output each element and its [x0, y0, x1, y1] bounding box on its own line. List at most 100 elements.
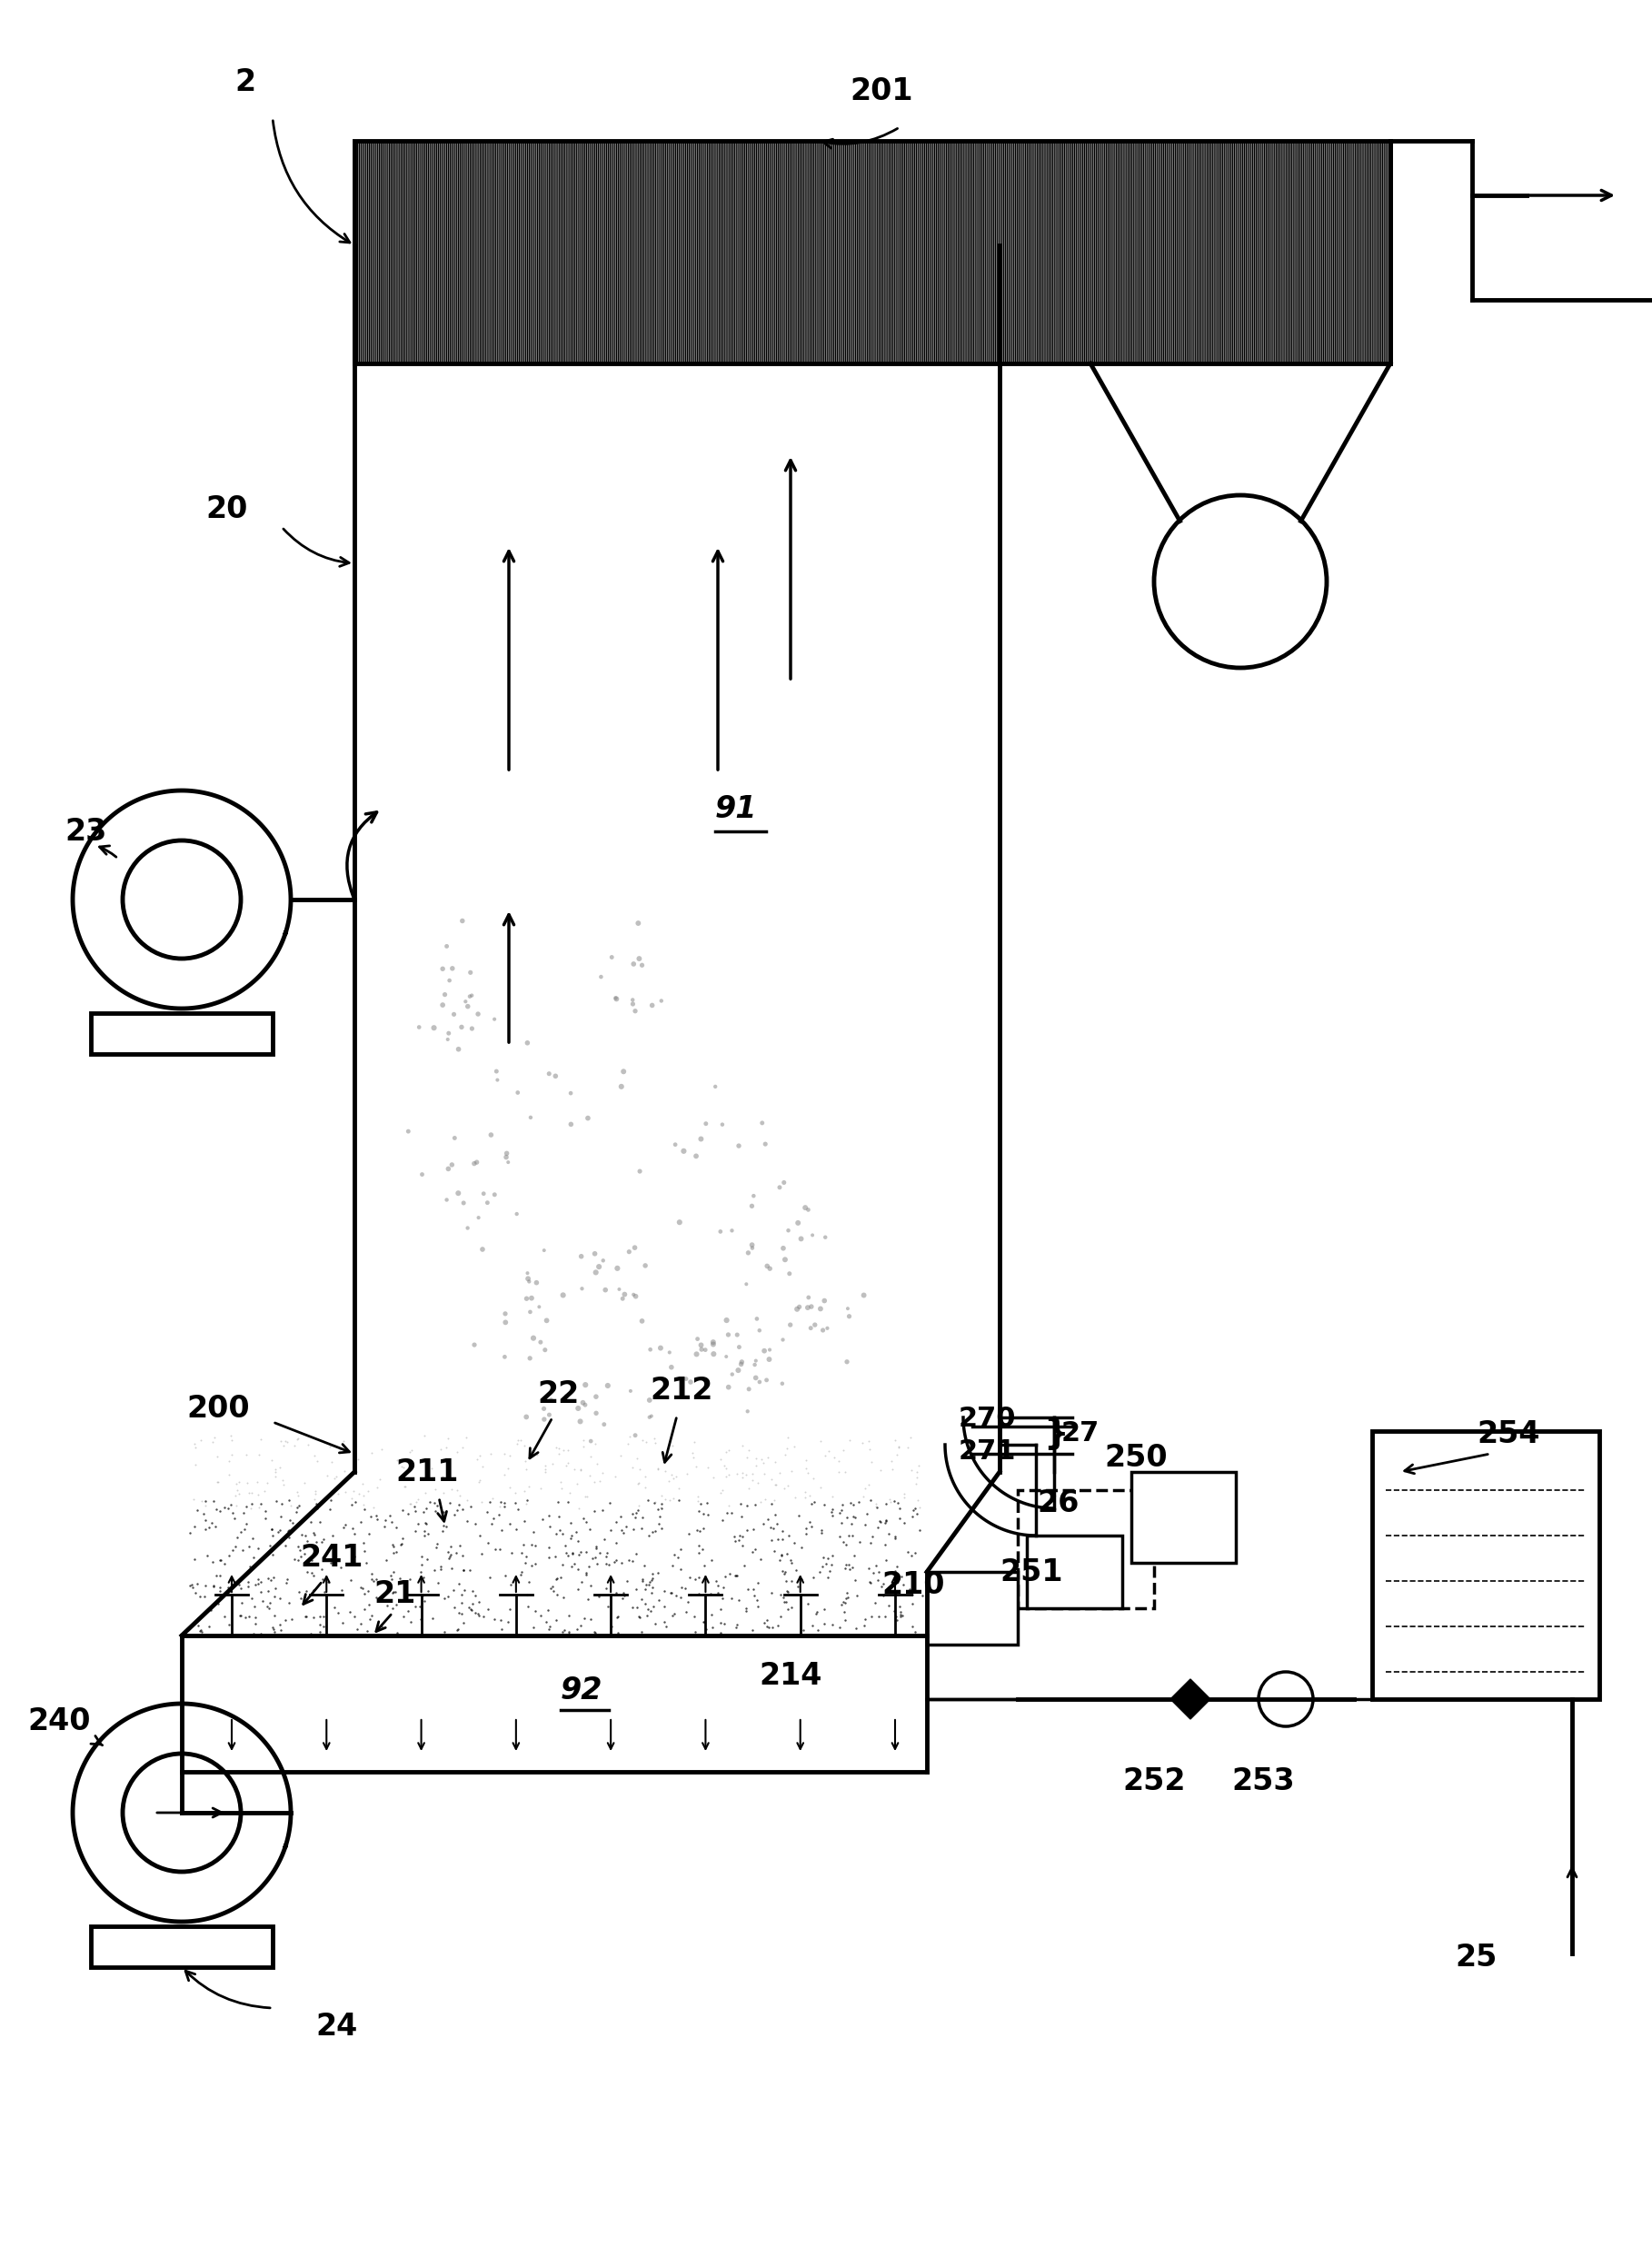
- Point: [469, 1483, 496, 1519]
- Point: [185, 1600, 211, 1636]
- Point: [182, 1429, 208, 1465]
- Point: [448, 1009, 474, 1045]
- Point: [550, 1580, 577, 1616]
- Point: [352, 1492, 378, 1528]
- Point: [520, 1514, 547, 1550]
- Point: [758, 1609, 785, 1645]
- Point: [565, 1571, 591, 1607]
- Point: [254, 1589, 281, 1625]
- Point: [591, 1272, 618, 1308]
- Point: [682, 1139, 709, 1175]
- Point: [487, 1488, 514, 1523]
- Point: [742, 1359, 768, 1395]
- Point: [355, 1573, 382, 1609]
- Point: [648, 1485, 674, 1521]
- Point: [771, 1164, 798, 1200]
- Point: [620, 986, 646, 1022]
- Point: [613, 1508, 639, 1544]
- Point: [233, 1505, 259, 1541]
- Point: [691, 1604, 717, 1640]
- Text: 20: 20: [206, 494, 248, 524]
- Point: [753, 1602, 780, 1638]
- Point: [307, 1598, 334, 1634]
- Point: [755, 1609, 781, 1645]
- Point: [712, 1434, 738, 1470]
- Point: [474, 1184, 501, 1220]
- Point: [420, 1600, 446, 1636]
- Point: [674, 1584, 700, 1620]
- Point: [818, 1494, 844, 1530]
- Point: [575, 1101, 601, 1137]
- Point: [725, 1128, 752, 1164]
- Point: [466, 1584, 492, 1620]
- Point: [448, 1476, 474, 1512]
- Point: [463, 1595, 489, 1631]
- Point: [446, 1031, 472, 1067]
- Point: [395, 1112, 421, 1148]
- Point: [691, 1548, 717, 1584]
- Point: [448, 1528, 474, 1564]
- Point: [603, 980, 629, 1016]
- Point: [909, 1577, 935, 1613]
- Text: 252: 252: [1122, 1766, 1186, 1795]
- Point: [826, 1494, 852, 1530]
- Point: [593, 1571, 620, 1607]
- Point: [573, 1555, 600, 1591]
- Point: [430, 1512, 456, 1548]
- Point: [537, 1609, 563, 1645]
- Text: 200: 200: [187, 1393, 249, 1422]
- Text: 251: 251: [999, 1557, 1062, 1586]
- Point: [544, 1577, 570, 1613]
- Point: [363, 1580, 390, 1616]
- Point: [436, 1539, 463, 1575]
- Point: [572, 1479, 598, 1514]
- Point: [337, 1562, 363, 1598]
- Point: [263, 1483, 289, 1519]
- Point: [223, 1488, 249, 1523]
- Point: [517, 1099, 544, 1135]
- Point: [801, 1308, 828, 1344]
- Text: 91: 91: [715, 793, 757, 825]
- Point: [864, 1510, 890, 1546]
- Point: [610, 1580, 636, 1616]
- Point: [367, 1461, 393, 1497]
- Point: [677, 1364, 704, 1400]
- Point: [428, 1548, 454, 1584]
- Point: [547, 1465, 573, 1501]
- Point: [846, 1523, 872, 1559]
- Point: [433, 928, 459, 964]
- Point: [261, 1613, 287, 1649]
- Point: [828, 1586, 854, 1622]
- Point: [200, 1544, 226, 1580]
- Point: [631, 1548, 657, 1584]
- Point: [894, 1429, 920, 1465]
- Point: [291, 1537, 317, 1573]
- Point: [803, 1595, 829, 1631]
- Point: [332, 1505, 358, 1541]
- Point: [545, 1431, 572, 1467]
- Point: [458, 955, 484, 991]
- Point: [274, 1562, 301, 1598]
- Point: [550, 1613, 577, 1649]
- Point: [648, 1479, 674, 1514]
- Point: [206, 1571, 233, 1607]
- Point: [738, 1229, 765, 1265]
- Point: [648, 1490, 674, 1526]
- Point: [355, 1517, 382, 1553]
- Point: [639, 1571, 666, 1607]
- Point: [831, 1593, 857, 1629]
- Point: [662, 1458, 689, 1494]
- Point: [884, 1602, 910, 1638]
- Point: [700, 1326, 727, 1362]
- Point: [747, 1541, 773, 1577]
- Point: [884, 1485, 910, 1521]
- Point: [410, 1494, 436, 1530]
- Point: [841, 1562, 867, 1598]
- Point: [856, 1550, 882, 1586]
- Point: [657, 1575, 684, 1611]
- Point: [276, 1519, 302, 1555]
- Point: [729, 1528, 755, 1564]
- Point: [309, 1523, 335, 1559]
- Point: [304, 1443, 330, 1479]
- Point: [573, 1503, 600, 1539]
